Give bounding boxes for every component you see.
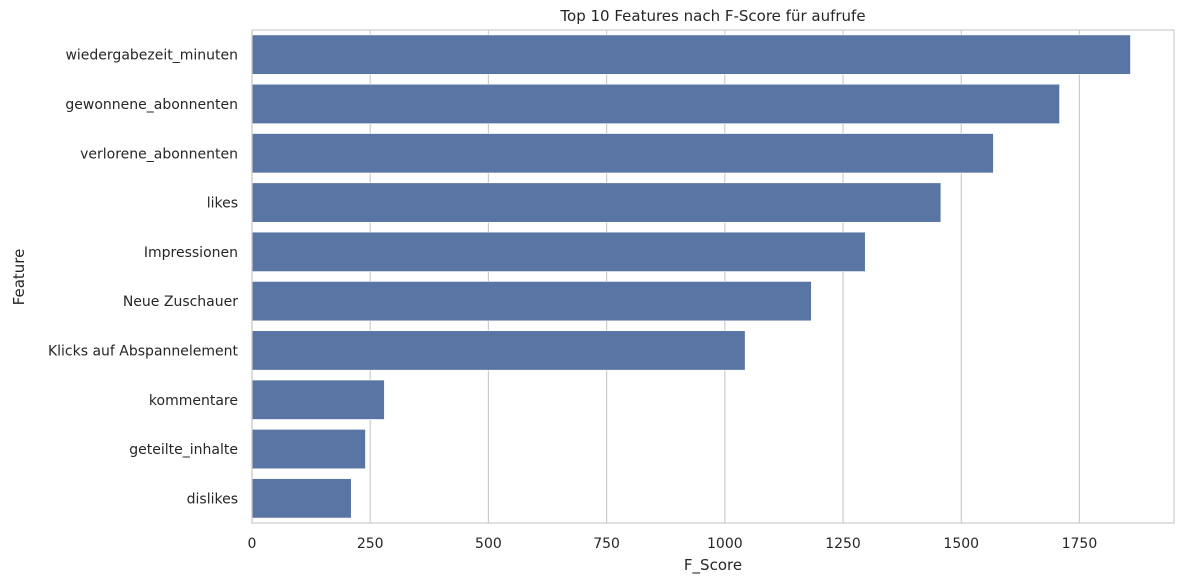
x-tick-label: 1750	[1062, 536, 1098, 552]
bar	[251, 133, 994, 174]
y-tick-label: kommentare	[149, 393, 238, 409]
bar	[251, 231, 866, 272]
y-tick-label: likes	[207, 196, 238, 212]
plot-frame	[251, 29, 1175, 524]
x-tick-label: 500	[475, 536, 502, 552]
bar	[251, 478, 352, 519]
x-tick-label: 0	[248, 536, 257, 552]
x-tick-label: 1000	[707, 536, 743, 552]
x-tick-label: 750	[593, 536, 620, 552]
bars	[251, 34, 1131, 519]
x-tick-label: 250	[357, 536, 384, 552]
y-tick-label: gewonnene_abonnenten	[65, 97, 238, 113]
y-tick-label: Klicks auf Abspannelement	[48, 343, 239, 359]
y-axis-title: Feature	[10, 249, 28, 306]
bar	[251, 330, 746, 371]
bar	[251, 34, 1131, 75]
x-tick-labels: 0 250 500 750 1000 1250 1500 1750	[248, 536, 1098, 552]
bar	[251, 182, 942, 223]
bar	[251, 379, 385, 420]
x-tick-label: 1250	[825, 536, 861, 552]
y-tick-label: verlorene_abonnenten	[80, 146, 238, 162]
y-tick-label: Impressionen	[144, 245, 238, 261]
x-tick-label: 1500	[943, 536, 979, 552]
chart-title: Top 10 Features nach F-Score für aufrufe	[559, 7, 865, 25]
y-tick-labels: wiedergabezeit_minuten gewonnene_abonnent…	[48, 48, 239, 508]
y-tick-label: Neue Zuschauer	[123, 294, 238, 310]
x-axis-title: F_Score	[684, 556, 742, 575]
y-tick-label: wiedergabezeit_minuten	[65, 48, 238, 64]
y-tick-label: dislikes	[187, 491, 238, 507]
bar	[251, 281, 812, 322]
bar	[251, 83, 1060, 124]
bar	[251, 429, 366, 470]
y-tick-label: geteilte_inhalte	[129, 442, 238, 458]
